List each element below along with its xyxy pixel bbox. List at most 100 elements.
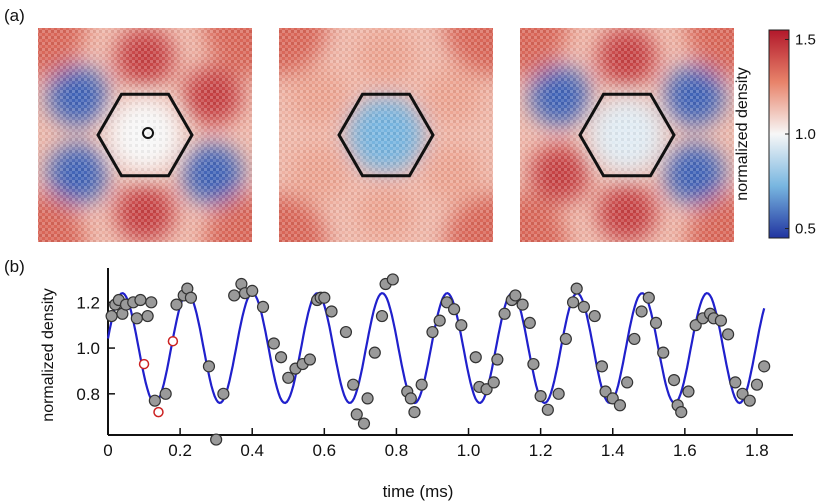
data-point [649,316,663,330]
data-point [559,332,572,346]
density-map-1 [38,28,252,242]
y-tick-label: 0.8 [76,385,100,404]
data-point [350,408,363,421]
data-point [682,385,695,398]
data-point [228,289,241,302]
colorbar-tick-label: 1.0 [795,126,816,143]
x-tick-label: 1.8 [745,441,769,460]
data-point [487,376,500,389]
highlighted-point [138,358,150,370]
data-point [184,291,198,304]
data-point [386,273,399,286]
center-marker-icon [142,127,154,139]
data-point [523,316,536,330]
data-point [469,351,482,364]
colorbar: 1.5 1.0 0.5 normalized density [734,29,816,239]
data-point [408,406,421,419]
data-point [256,300,270,313]
data-point [642,291,655,304]
x-tick-label: 1.6 [673,441,697,460]
data-point [325,305,338,318]
data-point [217,387,230,400]
highlighted-point [153,406,164,418]
density-map-2 [279,28,493,242]
colorbar-label: normalized density [734,67,751,200]
data-point [455,319,468,332]
y-tick-label: 1.2 [76,293,100,312]
data-point [675,406,688,419]
data-point [527,357,540,371]
data-point [588,309,601,323]
data-point [130,312,143,325]
panel-b-label: (b) [4,257,25,276]
hexagon-outline [96,92,194,178]
data-point [210,433,223,446]
data-point [621,376,634,389]
data-point [613,399,627,412]
data-point [105,309,118,323]
data-point [552,387,565,400]
data-point [433,314,446,327]
time-series-plot: 0 0.2 0.4 0.6 0.8 1.0 1.2 1.4 1.6 1.8 0.8 1.0 1.2 ti… [40,268,793,501]
data-point [318,291,331,304]
data-points [105,273,771,446]
data-point [570,282,583,295]
data-point [758,360,771,373]
data-point [141,309,154,323]
hexagon-outline [578,92,676,178]
data-point [534,390,547,403]
data-point [426,325,439,339]
data-point [339,325,353,339]
x-tick-label: 0 [103,441,112,460]
data-point [357,417,371,430]
data-point [134,293,147,307]
data-point [246,284,259,297]
data-point [347,378,360,391]
data-point [375,309,389,323]
x-tick-label: 0.8 [385,441,409,460]
data-point [750,378,764,391]
data-point [368,346,381,359]
data-point [448,303,461,316]
data-point [595,360,609,373]
x-tick-label: 0.2 [168,441,192,460]
data-point [516,298,529,311]
colorbar-tick-label: 1.5 [795,31,816,48]
x-tick-label: 0.4 [240,441,264,460]
data-point [415,378,428,391]
data-point [722,328,735,341]
map-noise [38,28,252,242]
data-point [274,351,288,364]
map-noise [520,28,734,242]
highlighted-point [167,335,179,347]
data-point [361,392,374,405]
density-map-3 [520,28,734,242]
data-point [491,353,504,366]
colorbar-tick-label: 0.5 [795,221,816,238]
x-tick-label: 0.6 [312,441,336,460]
x-axis-label: time (ms) [383,482,454,501]
density-maps [38,28,734,242]
data-point [148,394,161,407]
data-point [729,376,742,389]
x-tick-label: 1.4 [601,441,625,460]
map-noise [279,28,493,242]
axes: 0 0.2 0.4 0.6 0.8 1.0 1.2 1.4 1.6 1.8 0.8 1.0 1.2 [76,268,793,460]
data-point [159,387,172,400]
x-tick-label: 1.2 [529,441,553,460]
data-point [714,314,727,327]
data-point [202,360,216,373]
data-point [628,332,641,346]
data-point [566,296,580,309]
data-point [303,353,316,366]
data-point [404,392,417,405]
data-point [282,371,295,384]
data-point [509,289,522,302]
colorbar-ticks: 1.5 1.0 0.5 [785,31,816,238]
y-tick-label: 1.0 [76,339,100,358]
data-point [657,346,670,359]
hexagon-outline [337,92,435,178]
data-point [577,300,590,313]
data-point [267,337,280,350]
